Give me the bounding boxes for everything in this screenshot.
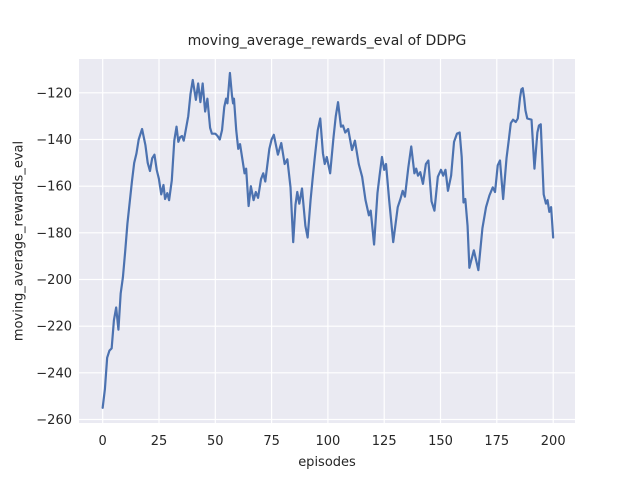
y-tick-label: −200 (36, 273, 72, 288)
x-axis-label: episodes (298, 455, 356, 470)
x-tick-label: 100 (315, 434, 340, 449)
y-axis-label: moving_average_rewards_eval (11, 140, 27, 342)
x-tick-label: 125 (372, 434, 397, 449)
series-line (101, 71, 555, 409)
y-tick-label: −120 (36, 86, 72, 101)
x-tick-label: 50 (207, 434, 224, 449)
y-tick-label: −140 (36, 133, 72, 148)
x-tick-label: 200 (541, 434, 566, 449)
plot-area (79, 59, 575, 423)
y-tick-label: −240 (36, 366, 72, 381)
x-tick-label: 0 (99, 434, 107, 449)
y-tick-label: −180 (36, 226, 72, 241)
x-tick-label: 75 (263, 434, 280, 449)
x-tick-label: 25 (151, 434, 168, 449)
x-tick-label: 175 (484, 434, 509, 449)
y-tick-label: −160 (36, 180, 72, 195)
x-tick-label: 150 (428, 434, 453, 449)
y-tick-label: −260 (36, 413, 72, 428)
chart-title: moving_average_rewards_eval of DDPG (187, 33, 467, 49)
y-tick-label: −220 (36, 320, 72, 335)
